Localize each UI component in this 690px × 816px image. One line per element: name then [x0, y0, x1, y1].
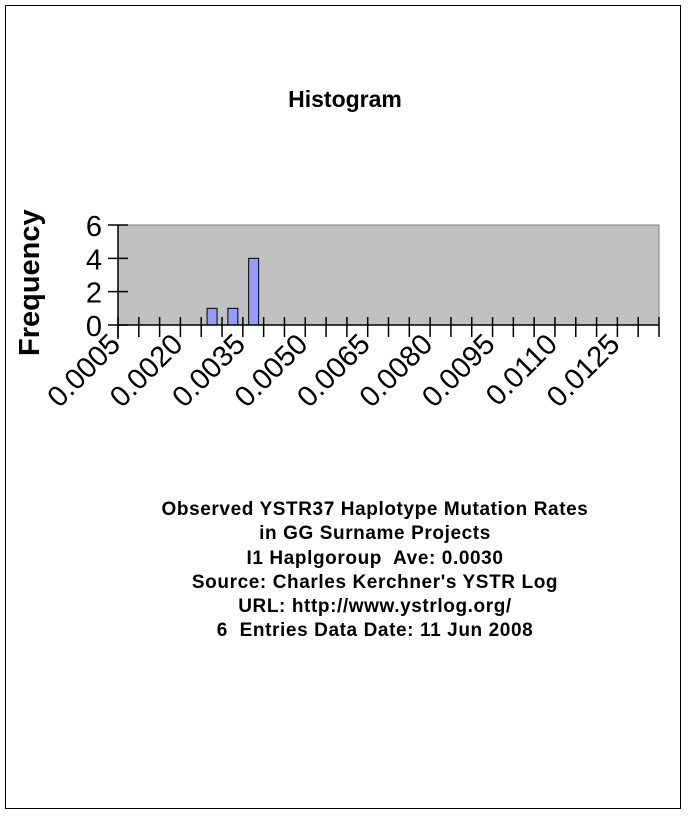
histogram-bar	[206, 307, 218, 326]
chart-caption: Observed YSTR37 Haplotype Mutation Rates…	[0, 498, 690, 644]
caption-line-4: Source: Charles Kerchner's YSTR Log	[191, 571, 559, 593]
caption-line-2: in GG Surname Projects	[259, 523, 491, 545]
caption-line-5: URL: http://www.ystrlog.org/	[238, 596, 512, 618]
chart-frame	[5, 5, 681, 809]
caption-line-6: 6 Entries Data Date: 11 Jun 2008	[216, 620, 534, 642]
histogram-bar	[227, 307, 239, 326]
y-tick-label: 6	[86, 211, 102, 243]
plot-area	[117, 224, 660, 326]
caption-line-1: Observed YSTR37 Haplotype Mutation Rates	[161, 499, 589, 520]
histogram-plot: 02460.00050.00200.00350.00500.00650.0080…	[42, 211, 660, 414]
y-tick-label: 4	[86, 244, 102, 276]
y-tick-label: 0	[86, 311, 102, 343]
histogram-bar	[248, 257, 260, 326]
caption-line-3: I1 Haplgoroup Ave: 0.0030	[246, 547, 504, 569]
chart-title: Histogram	[288, 86, 402, 112]
y-tick-label: 2	[86, 278, 102, 310]
